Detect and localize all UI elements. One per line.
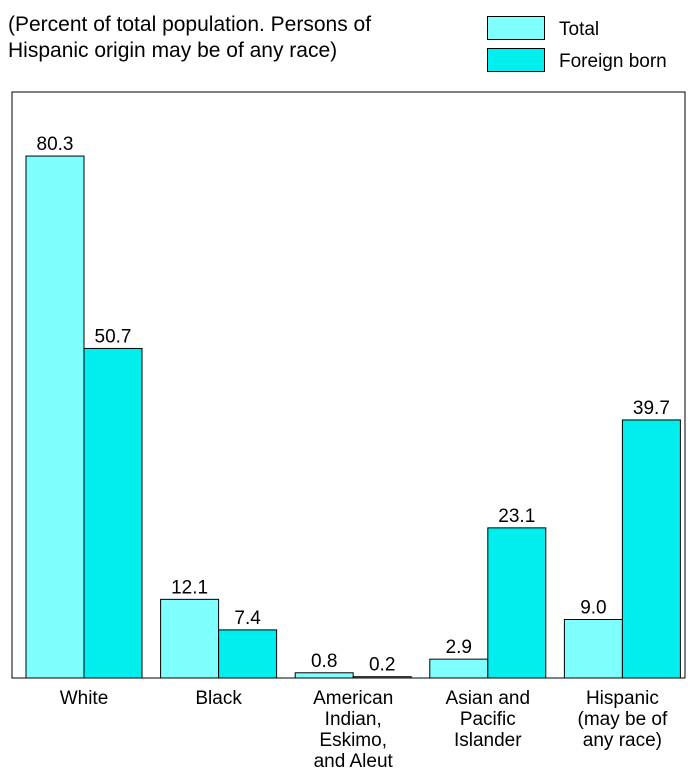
bar-0-1: [83, 347, 143, 679]
category-label-2-3: and Aleut: [314, 751, 394, 772]
bar-4-0: [563, 619, 623, 679]
legend-swatch-total: [487, 16, 545, 40]
data-label-0-0: 80.3: [37, 134, 74, 155]
data-label-1-1: 7.4: [234, 608, 261, 629]
bar-2-1: [352, 676, 412, 679]
data-label-2-1: 0.2: [369, 655, 395, 676]
legend-label-total: Total: [559, 19, 600, 40]
legend-swatch-foreign-born: [487, 48, 545, 72]
category-label-3-1: Pacific: [460, 709, 516, 730]
category-label-4-1: (may be of: [578, 709, 668, 730]
category-label-3-2: Islander: [454, 730, 522, 751]
data-label-0-1: 50.7: [95, 326, 132, 347]
category-label-3-0: Asian and: [446, 688, 531, 709]
data-label-1-0: 12.1: [171, 577, 208, 598]
bar-3-0: [429, 658, 489, 679]
data-label-4-0: 9.0: [580, 598, 606, 619]
bar-1-0: [160, 598, 220, 679]
legend-label-foreign-born: Foreign born: [559, 51, 667, 72]
bar-1-1: [218, 629, 278, 679]
category-label-4-0: Hispanic: [586, 688, 659, 709]
bar-2-0: [294, 672, 354, 679]
data-label-4-1: 39.7: [633, 398, 670, 419]
chart-subtitle: (Percent of total population. Persons of…: [8, 12, 458, 64]
bar-0-0: [25, 155, 85, 679]
subtitle-line-1: (Percent of total population. Persons of: [8, 13, 372, 36]
bar-4-1: [621, 419, 681, 679]
data-label-3-1: 23.1: [498, 506, 535, 527]
category-label-1-0: Black: [195, 688, 242, 709]
bar-3-1: [487, 527, 547, 679]
category-label-0-0: White: [60, 688, 109, 709]
category-label-4-2: any race): [583, 730, 662, 751]
data-label-2-0: 0.8: [311, 651, 337, 672]
category-label-2-1: Indian,: [325, 709, 382, 730]
subtitle-line-2: Hispanic origin may be of any race): [8, 39, 338, 62]
data-label-3-0: 2.9: [446, 637, 472, 658]
category-label-2-2: Eskimo,: [319, 730, 387, 751]
category-label-2-0: American: [313, 688, 393, 709]
